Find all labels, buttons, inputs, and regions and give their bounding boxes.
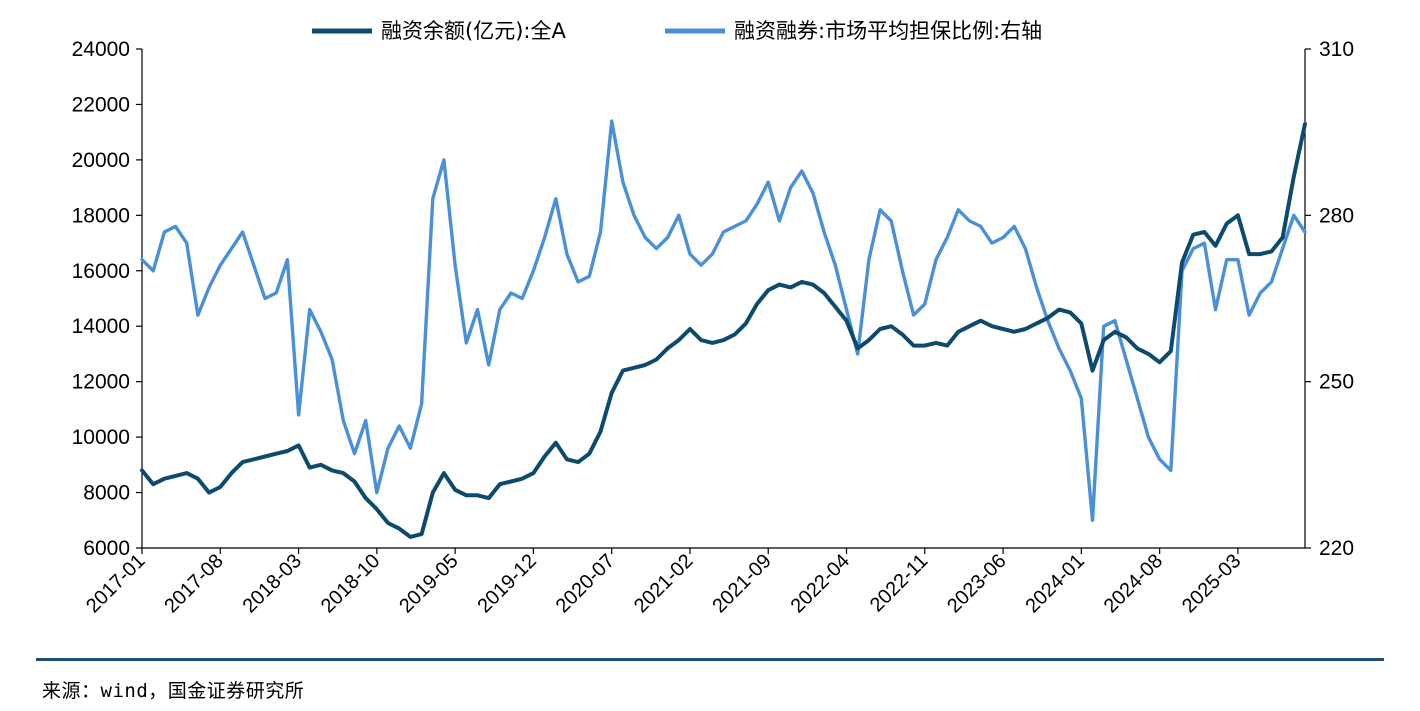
right-tick-label: 310 (1319, 38, 1354, 61)
left-tick-label: 24000 (72, 38, 130, 61)
left-tick-label: 12000 (72, 371, 130, 394)
x-tick-label: 2021-02 (630, 550, 697, 617)
legend-label-financing-balance: 融资余额(亿元):全A (381, 19, 566, 43)
left-tick-label: 6000 (83, 537, 130, 560)
x-tick-label: 2017-01 (82, 550, 149, 617)
left-tick-label: 22000 (72, 93, 130, 116)
x-tick-label: 2021-09 (708, 550, 775, 617)
x-tick-label: 2024-01 (1021, 550, 1088, 617)
x-tick-label: 2019-05 (395, 550, 462, 617)
right-tick-label: 280 (1319, 204, 1354, 227)
left-tick-label: 18000 (72, 204, 130, 227)
series-line-financing-balance (140, 121, 1307, 539)
left-tick-label: 20000 (72, 149, 130, 172)
legend-label-collateral-ratio: 融资融券:市场平均担保比例:右轴 (734, 19, 1042, 43)
left-tick-label: 16000 (72, 260, 130, 283)
x-tick-label: 2022-11 (866, 550, 932, 616)
left-tick-label: 10000 (72, 426, 130, 449)
x-tick-label: 2025-03 (1178, 550, 1245, 617)
series-layer (140, 119, 1307, 539)
right-tick-label: 250 (1319, 371, 1354, 394)
legend: 融资余额(亿元):全A 融资融券:市场平均担保比例:右轴 (312, 19, 1042, 43)
x-tick-label: 2017-08 (160, 550, 227, 617)
x-tick-label: 2024-08 (1100, 550, 1167, 617)
x-tick-label: 2018-03 (239, 550, 306, 617)
left-tick-label: 8000 (83, 482, 130, 505)
series-line-collateral-ratio (140, 119, 1307, 522)
source-note: 来源：wind，国金证券研究所 (42, 680, 305, 702)
x-tick-label: 2020-07 (552, 550, 619, 617)
x-tick-label: 2022-04 (787, 550, 854, 617)
x-tick-label: 2023-06 (943, 550, 1010, 617)
x-axis-ticks: 2017-01 2017-08 2018-03 2018-10 2019-05 2019-… (82, 548, 1245, 617)
x-tick-label: 2018-10 (317, 550, 384, 617)
footer-divider (36, 658, 1384, 661)
x-tick-label: 2019-12 (473, 550, 540, 617)
axes: 24000 22000 20000 18000 16000 14000 12000 10000… (72, 38, 1354, 617)
left-tick-label: 14000 (72, 315, 130, 338)
left-axis-ticks: 24000 22000 20000 18000 16000 14000 12000 10000… (72, 38, 142, 560)
right-tick-label: 220 (1319, 537, 1354, 560)
right-axis-ticks: 310 280 250 220 (1305, 38, 1354, 560)
